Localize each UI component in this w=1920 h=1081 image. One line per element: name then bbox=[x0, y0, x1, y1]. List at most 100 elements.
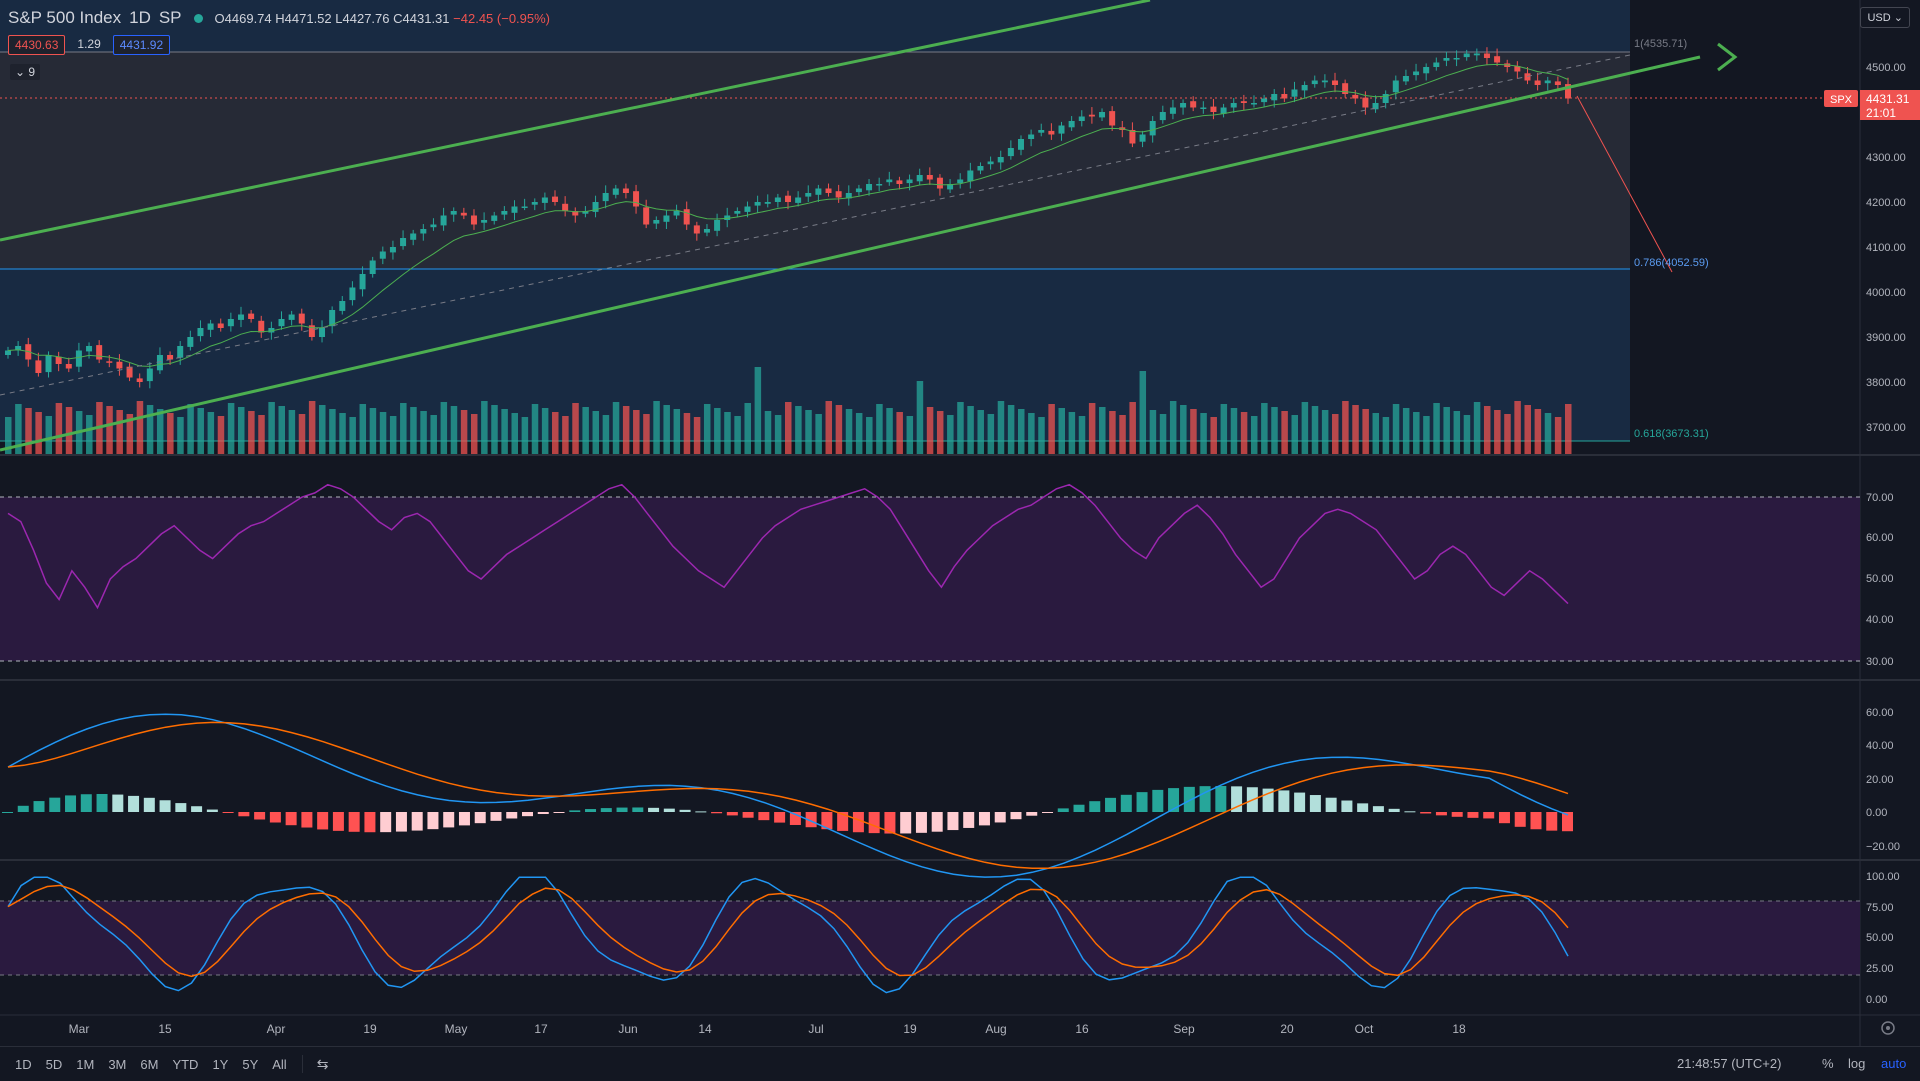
log-toggle[interactable]: log bbox=[1848, 1056, 1866, 1071]
range-6m[interactable]: 6M bbox=[140, 1056, 159, 1072]
ask-price[interactable]: 4431.92 bbox=[112, 35, 171, 55]
macd-histogram-bar bbox=[1152, 789, 1164, 812]
volume-bar bbox=[440, 402, 448, 455]
candle-body bbox=[227, 319, 234, 327]
volume-bar bbox=[15, 404, 22, 455]
scale-tick-label: 0.00 bbox=[1866, 807, 1887, 819]
spread-value: 1.29 bbox=[77, 37, 101, 51]
macd-histogram-bar bbox=[1199, 786, 1211, 812]
scale-tick-label: 25.00 bbox=[1866, 963, 1894, 975]
candle-body bbox=[957, 179, 964, 184]
candle-body bbox=[693, 225, 700, 234]
candle-body bbox=[1544, 80, 1551, 84]
time-tick-label: Jun bbox=[618, 1022, 637, 1036]
bid-price[interactable]: 4430.63 bbox=[8, 35, 66, 55]
volume-bar bbox=[187, 404, 194, 455]
time-axis[interactable]: Mar 15 Apr 19 May 17 Jun 14 Jul 19 Aug 16 Sep 20 Oct 18 bbox=[69, 1022, 1466, 1036]
volume-bar bbox=[855, 413, 863, 455]
macd-histogram-bar bbox=[285, 812, 297, 826]
channel-upper-line[interactable] bbox=[0, 0, 1151, 242]
volume-bar bbox=[298, 414, 306, 455]
macd-histogram-bar bbox=[585, 809, 597, 812]
volume-bar bbox=[936, 411, 944, 455]
range-3m[interactable]: 3M bbox=[108, 1056, 127, 1072]
macd-histogram-bar bbox=[17, 805, 29, 812]
range-1y[interactable]: 1Y bbox=[212, 1056, 229, 1072]
candle-body bbox=[1524, 73, 1531, 81]
currency-selector[interactable]: USD ⌄ bbox=[1860, 7, 1910, 28]
candle-body bbox=[1007, 148, 1014, 157]
range-all[interactable]: All bbox=[272, 1056, 287, 1072]
rsi-band bbox=[0, 497, 1860, 661]
range-1d[interactable]: 1D bbox=[15, 1056, 32, 1072]
price-scale[interactable] bbox=[1860, 0, 1920, 1046]
interval-label[interactable]: 1D bbox=[129, 8, 151, 27]
projection-line[interactable] bbox=[1576, 95, 1673, 273]
candle-body bbox=[1038, 130, 1045, 133]
clock-label[interactable]: 21:48:57 (UTC+2) bbox=[1677, 1056, 1782, 1071]
candle-body bbox=[1190, 101, 1197, 108]
macd-histogram-bar bbox=[852, 812, 864, 833]
channel-lower-line[interactable] bbox=[0, 55, 1701, 452]
time-tick-label: 20 bbox=[1280, 1022, 1294, 1036]
volume-bar bbox=[1372, 413, 1380, 455]
volume-bar bbox=[1200, 413, 1207, 455]
goto-date-icon[interactable]: ⇆ bbox=[316, 1055, 329, 1072]
scale-tick-label: 75.00 bbox=[1866, 902, 1894, 914]
volume-bar bbox=[65, 407, 73, 455]
rsi-scale-labels: 70.00 60.00 50.00 40.00 30.00 bbox=[1866, 492, 1894, 668]
candle-body bbox=[724, 215, 731, 220]
volume-bar bbox=[491, 405, 498, 455]
volume-bar bbox=[744, 403, 751, 455]
time-tick-label: Oct bbox=[1355, 1022, 1374, 1036]
scale-tick-label: −20.00 bbox=[1866, 841, 1900, 853]
percent-toggle[interactable]: % bbox=[1822, 1056, 1834, 1071]
volume-bar bbox=[248, 411, 255, 455]
auto-toggle[interactable]: auto bbox=[1881, 1056, 1907, 1071]
last-price-tag bbox=[1860, 90, 1920, 120]
macd-histogram-bar bbox=[537, 812, 549, 815]
volume-bar bbox=[866, 417, 873, 455]
candle-body bbox=[1463, 53, 1470, 58]
candle-body bbox=[673, 211, 680, 216]
volume-bar bbox=[25, 408, 32, 455]
candle-body bbox=[1352, 94, 1359, 99]
candle-body bbox=[1068, 121, 1075, 128]
candle-body bbox=[1230, 103, 1237, 108]
volume-bar bbox=[1321, 410, 1329, 455]
macd-histogram-bar bbox=[931, 812, 943, 832]
volume-bar bbox=[1230, 408, 1238, 455]
indicators-toggle[interactable]: ⌄ 9 bbox=[10, 64, 41, 80]
volume-bar bbox=[1433, 403, 1440, 455]
macd-histogram-bar bbox=[175, 803, 187, 812]
candle-body bbox=[1554, 81, 1561, 85]
scale-tick-label: 60.00 bbox=[1866, 707, 1894, 719]
ema-line bbox=[7, 63, 1569, 367]
volume-bar bbox=[805, 410, 812, 455]
range-5d[interactable]: 5D bbox=[45, 1056, 63, 1072]
candle-body bbox=[703, 229, 710, 233]
macd-histogram-bar bbox=[711, 812, 723, 814]
settings-icon[interactable] bbox=[1881, 1021, 1895, 1035]
range-ytd[interactable]: YTD bbox=[172, 1056, 199, 1072]
change-value: −42.45 (−0.95%) bbox=[453, 10, 551, 26]
macd-histogram-bar bbox=[1215, 785, 1227, 812]
time-tick-label: 18 bbox=[1452, 1022, 1466, 1036]
candle-body bbox=[643, 207, 650, 225]
candle-body bbox=[197, 328, 204, 337]
candle-body bbox=[1129, 130, 1136, 144]
volume-bar bbox=[1190, 409, 1197, 455]
candle-body bbox=[1433, 62, 1440, 67]
candle-body bbox=[592, 202, 599, 212]
candle-body bbox=[430, 224, 437, 228]
volume-bar bbox=[957, 402, 964, 455]
volume-bar bbox=[389, 416, 397, 455]
range-1m[interactable]: 1M bbox=[76, 1056, 95, 1072]
candle-body bbox=[906, 179, 913, 184]
symbol-title[interactable]: S&P 500 Index bbox=[8, 8, 122, 27]
range-5y[interactable]: 5Y bbox=[242, 1056, 259, 1072]
macd-histogram-bar bbox=[1183, 786, 1195, 812]
candle-body bbox=[116, 361, 123, 369]
volume-bar bbox=[207, 412, 215, 455]
